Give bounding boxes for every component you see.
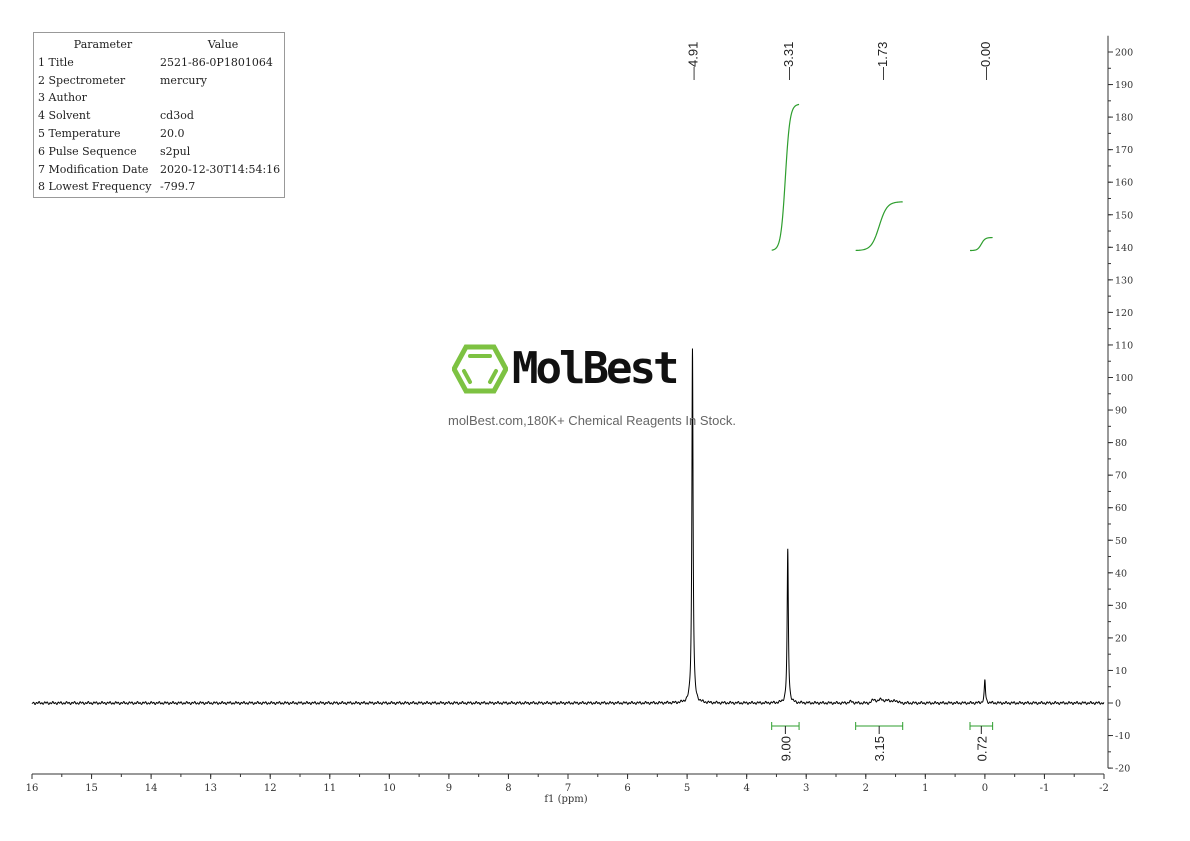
parameter-key: 5 Temperature: [38, 126, 121, 140]
parameter-key: 2 Spectrometer: [38, 73, 126, 87]
y-tick-label: 120: [1115, 308, 1133, 319]
x-tick-label: 3: [803, 783, 809, 794]
y-tick-label: 20: [1115, 633, 1127, 644]
x-tick-label: 8: [505, 783, 511, 794]
y-tick-label: 0: [1115, 699, 1121, 710]
hexagon-logo-icon: [452, 344, 508, 393]
x-tick-label: 1: [922, 783, 928, 794]
parameter-row: 3 Author: [38, 89, 284, 107]
y-tick-label: 30: [1115, 601, 1127, 612]
x-axis-label: f1 (ppm): [544, 794, 587, 805]
integral-curve: [771, 103, 800, 251]
x-tick-label: 5: [684, 783, 690, 794]
parameter-value: mercury: [160, 73, 207, 87]
parameter-row: 2 Spectrometer mercury: [38, 72, 284, 90]
y-tick-label: 60: [1115, 503, 1127, 514]
x-tick-label: 12: [264, 783, 277, 794]
y-tick-label: 90: [1115, 406, 1127, 417]
parameter-key: 1 Title: [38, 55, 74, 69]
y-tick-label: 190: [1115, 80, 1133, 91]
parameter-value: cd3od: [160, 109, 194, 123]
header-value: Value: [207, 38, 239, 51]
parameter-key: 7 Modification Date: [38, 162, 149, 176]
integral-value: 3.15: [872, 736, 887, 761]
parameter-row: 7 Modification Date 2020-12-30T14:54:16: [38, 161, 284, 179]
parameter-value: s2pul: [160, 144, 191, 158]
y-tick-label: 130: [1115, 275, 1133, 286]
parameter-value: 2521-86-0P1801064: [160, 55, 273, 69]
parameter-value: 20.0: [160, 126, 185, 140]
parameter-row: 6 Pulse Sequence s2pul: [38, 143, 284, 161]
y-tick-label: 180: [1115, 113, 1133, 124]
y-tick-label: 110: [1115, 340, 1133, 351]
x-tick-label: 2: [863, 783, 869, 794]
integral-value: 9.00: [778, 736, 793, 761]
x-tick-label: 14: [145, 783, 158, 794]
y-tick-label: 160: [1115, 178, 1133, 189]
molbest-logo: MolBest: [452, 343, 679, 394]
parameter-table-header: Parameter Value: [38, 36, 284, 54]
spectrum-line: [31, 348, 1105, 705]
integral-curve: [855, 201, 903, 252]
y-tick-label: 200: [1115, 48, 1133, 59]
y-tick-label: 70: [1115, 471, 1127, 482]
y-tick-label: 10: [1115, 666, 1127, 677]
y-tick-label: 50: [1115, 536, 1127, 547]
logo-brand: MolBest: [512, 343, 679, 394]
x-tick-label: -1: [1040, 783, 1050, 794]
x-tick-label: 7: [565, 783, 571, 794]
x-tick-label: -2: [1099, 783, 1109, 794]
watermark-tagline: molBest.com,180K+ Chemical Reagents In S…: [448, 413, 736, 428]
parameter-key: 6 Pulse Sequence: [38, 144, 137, 158]
x-tick-label: 0: [982, 783, 988, 794]
integral-curve: [970, 236, 993, 252]
x-tick-label: 9: [446, 783, 452, 794]
y-tick-label: 170: [1115, 145, 1133, 156]
y-tick-label: -20: [1115, 764, 1130, 775]
y-tick-label: 40: [1115, 568, 1127, 579]
header-parameter: Parameter: [73, 38, 133, 51]
integral-value: 0.72: [974, 736, 989, 761]
parameter-key: 3 Author: [38, 91, 87, 105]
parameter-value: 2020-12-30T14:54:16: [160, 162, 281, 176]
peak-label: —1.73: [875, 42, 890, 80]
x-tick-label: 4: [743, 783, 749, 794]
parameter-row: 1 Title 2521-86-0P1801064: [38, 54, 284, 72]
x-tick-label: 15: [85, 783, 98, 794]
parameter-row: 4 Solvent cd3od: [38, 107, 284, 125]
parameter-row: 8 Lowest Frequency -799.7: [38, 178, 284, 196]
x-tick-label: 6: [624, 783, 630, 794]
parameter-value: -799.7: [160, 180, 196, 194]
x-tick-label: 13: [204, 783, 217, 794]
y-tick-label: 150: [1115, 210, 1133, 221]
peak-label: —0.00: [978, 42, 993, 80]
x-tick-label: 11: [323, 783, 336, 794]
y-tick-label: -10: [1115, 731, 1130, 742]
parameter-table: Parameter Value 1 Title 2521-86-0P1801064…: [33, 32, 285, 198]
y-tick-label: 140: [1115, 243, 1133, 254]
x-tick-label: 16: [26, 783, 39, 794]
x-tick-label: 10: [383, 783, 396, 794]
parameter-key: 8 Lowest Frequency: [38, 180, 152, 194]
peak-label: —4.91: [685, 42, 700, 80]
parameter-key: 4 Solvent: [38, 109, 91, 123]
y-tick-label: 100: [1115, 373, 1133, 384]
y-tick-label: 80: [1115, 438, 1127, 449]
parameter-row: 5 Temperature 20.0: [38, 125, 284, 143]
peak-label: —3.31: [781, 42, 796, 80]
